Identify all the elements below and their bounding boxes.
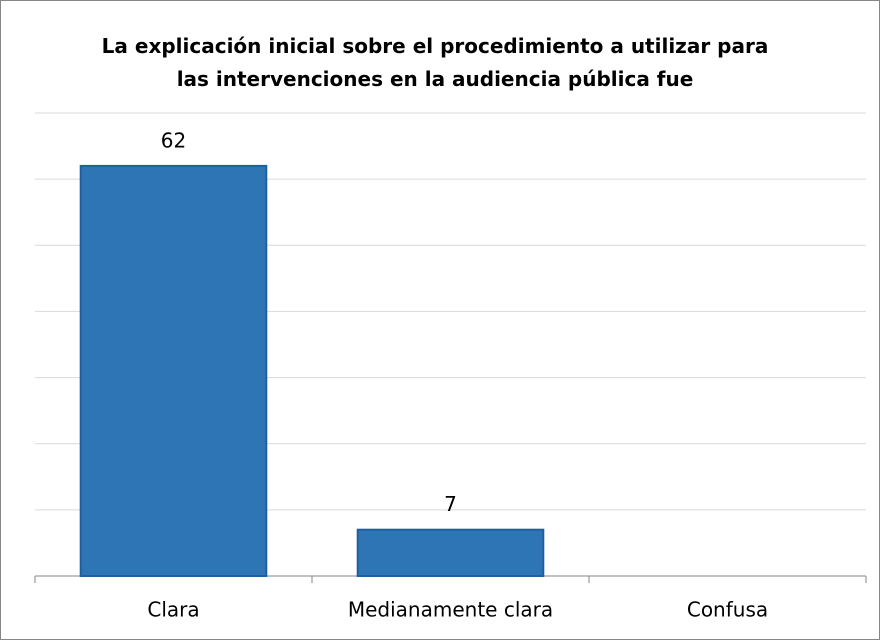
data-label: 7 (444, 492, 457, 516)
bar (79, 164, 268, 578)
x-tick-label: Clara (147, 598, 199, 622)
x-tick-label: Confusa (687, 598, 768, 622)
chart-title: La explicación inicial sobre el procedim… (100, 30, 770, 96)
x-tick-label: Medianamente clara (348, 598, 553, 622)
data-label: 62 (161, 128, 186, 152)
bar (356, 528, 545, 578)
